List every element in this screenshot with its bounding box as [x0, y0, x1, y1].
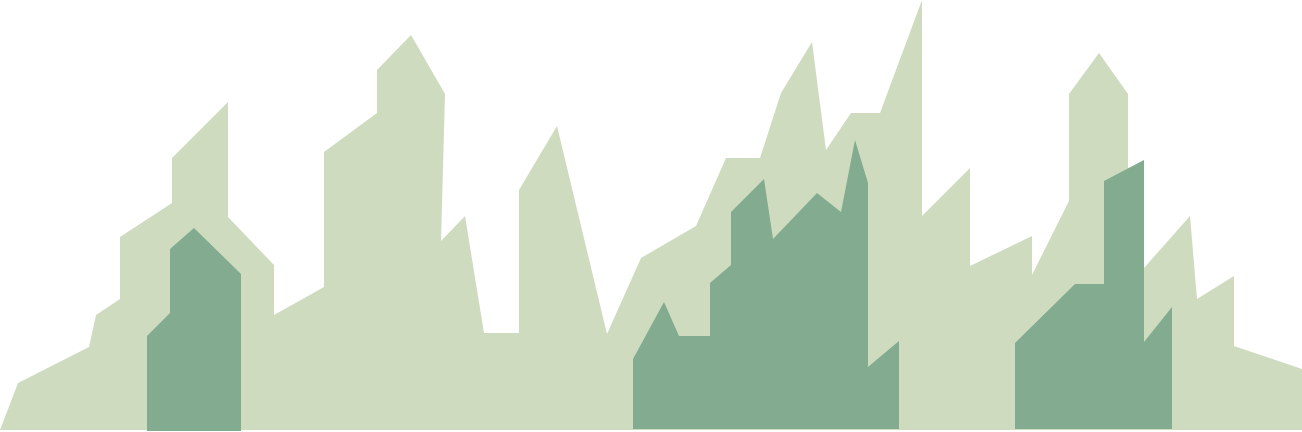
front-building-center	[633, 140, 899, 429]
front-building-right	[1015, 160, 1172, 429]
front-building-left	[147, 228, 241, 431]
